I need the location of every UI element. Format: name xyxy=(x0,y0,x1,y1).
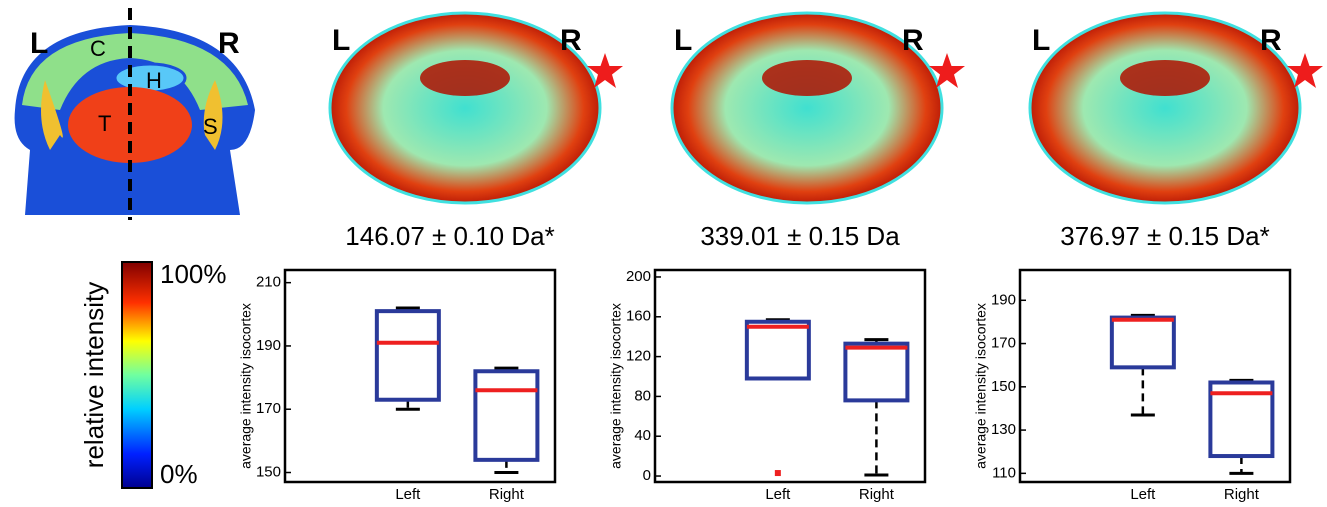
star xyxy=(929,53,965,88)
y-tick-label: 150 xyxy=(991,378,1016,395)
plot-frame xyxy=(653,268,927,484)
y-tick-label: 80 xyxy=(634,387,651,404)
y-tick-label: 40 xyxy=(634,427,651,444)
x-tick-label: Right xyxy=(489,486,525,503)
chart-title: 376.97 ± 0.15 Da* xyxy=(1060,221,1269,251)
star xyxy=(1287,53,1323,88)
brain-image xyxy=(328,11,602,205)
x-tick-label: Right xyxy=(859,486,895,503)
colorbar-title: relative intensity xyxy=(79,282,109,468)
box xyxy=(843,341,910,403)
colorbar-label: 0% xyxy=(160,459,198,489)
colorbar: relative intensity 100% 0% xyxy=(79,259,227,489)
atlas-label: C xyxy=(90,36,106,61)
panel: L R 339.01 ± 0.15 Da 0 40 80 120 160 200 average … xyxy=(608,11,965,503)
box xyxy=(374,309,441,402)
brain-image-detail xyxy=(420,60,510,96)
side-label: R xyxy=(560,24,582,57)
brain-image xyxy=(670,11,944,205)
side-label: R xyxy=(902,24,924,57)
atlas: L R C H T S xyxy=(14,8,256,220)
atlas-label: S xyxy=(203,114,218,139)
y-axis-label: average intensity isocortex xyxy=(973,303,989,469)
y-tick-label: 160 xyxy=(626,308,651,325)
x-tick-label: Left xyxy=(1130,486,1156,503)
y-axis-label: average intensity isocortex xyxy=(608,303,624,469)
box xyxy=(473,369,540,462)
panel: L R 376.97 ± 0.15 Da* 110 130 150 170 190averag… xyxy=(973,11,1323,503)
y-tick-label: 170 xyxy=(256,400,281,417)
box xyxy=(1109,315,1176,370)
x-tick-label: Left xyxy=(765,486,791,503)
chart-title: 146.07 ± 0.10 Da* xyxy=(345,221,554,251)
atlas-label: L xyxy=(30,27,48,60)
star xyxy=(587,53,623,88)
atlas-label: R xyxy=(218,27,240,60)
y-tick-label: 0 xyxy=(643,467,651,484)
y-tick-label: 130 xyxy=(991,421,1016,438)
y-tick-label: 120 xyxy=(626,348,651,365)
outlier xyxy=(774,470,781,477)
y-tick-label: 210 xyxy=(256,274,281,291)
plot-frame xyxy=(1018,268,1292,484)
side-label: L xyxy=(674,24,692,57)
y-tick-label: 190 xyxy=(256,337,281,354)
x-tick-label: Right xyxy=(1224,486,1260,503)
y-tick-label: 200 xyxy=(626,268,651,285)
y-tick-label: 150 xyxy=(256,463,281,480)
y-tick-label: 170 xyxy=(991,335,1016,352)
y-tick-label: 190 xyxy=(991,291,1016,308)
brain-image-detail xyxy=(1120,60,1210,96)
plot-frame xyxy=(283,268,557,484)
chart-title: 339.01 ± 0.15 Da xyxy=(700,221,900,251)
brain-image-detail xyxy=(762,60,852,96)
y-axis-label: average intensity isocortex xyxy=(238,303,254,469)
x-tick-label: Left xyxy=(395,486,421,503)
side-label: L xyxy=(1032,24,1050,57)
atlas-label: T xyxy=(98,111,111,136)
side-label: R xyxy=(1260,24,1282,57)
colorbar-label: 100% xyxy=(160,259,227,289)
side-label: L xyxy=(332,24,350,57)
atlas-label: H xyxy=(146,68,162,93)
brain-image xyxy=(1028,11,1302,205)
box xyxy=(744,319,811,381)
y-tick-label: 110 xyxy=(992,464,1016,481)
